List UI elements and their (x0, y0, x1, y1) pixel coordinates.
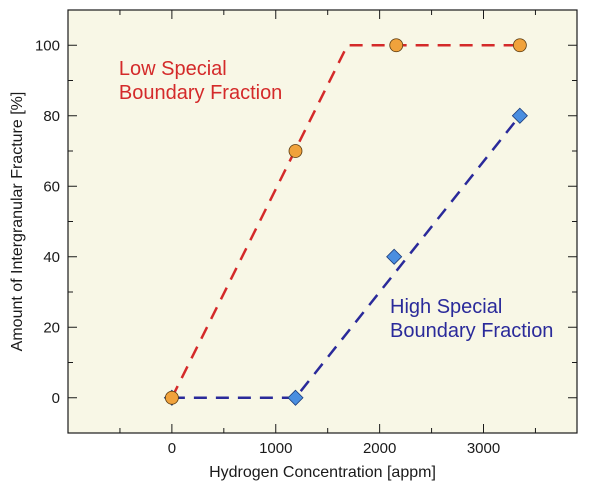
x-tick-label-0: 0 (168, 440, 176, 457)
point-series-1-3 (389, 38, 404, 53)
y-tick-label-0: 0 (52, 390, 60, 407)
x-tick-label-1: 1000 (259, 440, 292, 457)
point-series-2-2 (287, 389, 304, 406)
point-series-2-4 (511, 107, 528, 124)
y-tick-label-2: 40 (43, 249, 60, 266)
data-markers (163, 38, 528, 406)
axis-tick-labels: 0 1000 2000 3000 0 20 40 60 80 100 (35, 37, 500, 457)
x-axis-label: Hydrogen Concentration [appm] (209, 464, 436, 481)
y-tick-label-1: 20 (43, 319, 60, 336)
annotation-1-line-2: Boundary Fraction (119, 82, 282, 104)
trend-lines (170, 44, 521, 399)
point-series-1-2 (288, 144, 303, 158)
annotation-1-line-1: Low Special (119, 58, 227, 80)
trend-line-series-1 (170, 44, 520, 399)
annotation-2-line-1: High Special (390, 296, 502, 318)
plot-area (68, 10, 577, 433)
x-tick-label-2: 2000 (363, 440, 396, 457)
y-tick-label-5: 100 (35, 37, 60, 54)
point-series-1-1 (164, 390, 179, 405)
y-tick-label-4: 80 (43, 108, 60, 125)
axis-ticks (68, 10, 577, 433)
x-tick-label-3: 3000 (467, 440, 500, 457)
point-series-1-4 (512, 38, 527, 53)
trend-line-series-2 (171, 114, 521, 399)
y-tick-label-3: 60 (43, 178, 60, 195)
annotation-2-line-2: Boundary Fraction (390, 320, 553, 342)
point-series-2-3 (386, 248, 403, 265)
y-axis-label: Amount of Intergranular Fracture [%] (9, 92, 26, 352)
